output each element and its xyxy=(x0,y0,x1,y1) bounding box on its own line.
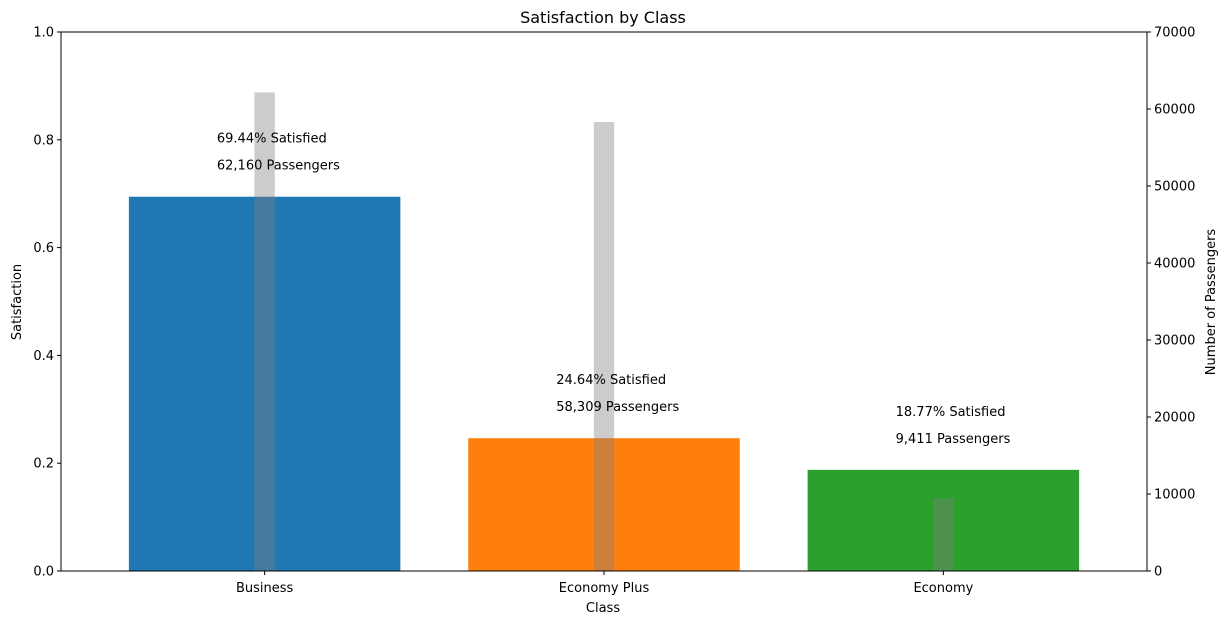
x-axis-label: Class xyxy=(586,601,620,616)
annotation-satisfied: 24.64% Satisfied xyxy=(556,373,666,388)
y2-tick-label: 0 xyxy=(1154,565,1162,580)
y2-tick-label: 30000 xyxy=(1154,334,1195,349)
y2-tick-label: 10000 xyxy=(1154,488,1195,503)
x-tick-label: Economy xyxy=(913,581,973,596)
chart-title: Satisfaction by Class xyxy=(520,8,686,27)
y-tick-label: 0.0 xyxy=(33,565,54,580)
passenger-bars-layer xyxy=(254,92,954,572)
annotation-satisfied: 69.44% Satisfied xyxy=(217,132,327,147)
y2-tick-label: 40000 xyxy=(1154,257,1195,272)
annotations-layer: 69.44% Satisfied 62,160 Passengers 24.64% … xyxy=(217,132,1011,447)
x-tick-label: Economy Plus xyxy=(559,581,650,596)
satisfaction-bar xyxy=(807,469,1080,571)
y2-tick-label: 20000 xyxy=(1154,411,1195,426)
y2-tick-label: 50000 xyxy=(1154,180,1195,195)
passenger-bar xyxy=(933,498,954,571)
y2-tick-label: 70000 xyxy=(1154,26,1195,41)
x-tick-label: Business xyxy=(236,581,294,596)
satisfaction-bar xyxy=(128,196,401,572)
y2-axis-label: Number of Passengers xyxy=(1204,229,1219,376)
y-tick-label: 0.4 xyxy=(33,349,54,364)
y-tick-label: 0.8 xyxy=(33,133,54,148)
y-tick-label: 0.2 xyxy=(33,457,54,472)
annotation-passengers: 9,411 Passengers xyxy=(896,432,1011,447)
bars-layer xyxy=(128,196,1080,572)
passenger-bar xyxy=(593,122,615,572)
y2-tick-label: 60000 xyxy=(1154,103,1195,118)
y-tick-label: 1.0 xyxy=(33,26,54,41)
y-tick-label: 0.6 xyxy=(33,241,54,256)
axes-layer: 0.0 0.2 0.4 0.6 0.8 1.0 0 10000 20000 30000 40000 5… xyxy=(33,26,1195,597)
satisfaction-bar xyxy=(468,438,740,571)
annotation-satisfied: 18.77% Satisfied xyxy=(896,405,1006,420)
annotation-passengers: 58,309 Passengers xyxy=(556,400,679,415)
passenger-bar xyxy=(254,92,275,572)
annotation-passengers: 62,160 Passengers xyxy=(217,159,340,174)
y-axis-label: Satisfaction xyxy=(10,264,25,340)
